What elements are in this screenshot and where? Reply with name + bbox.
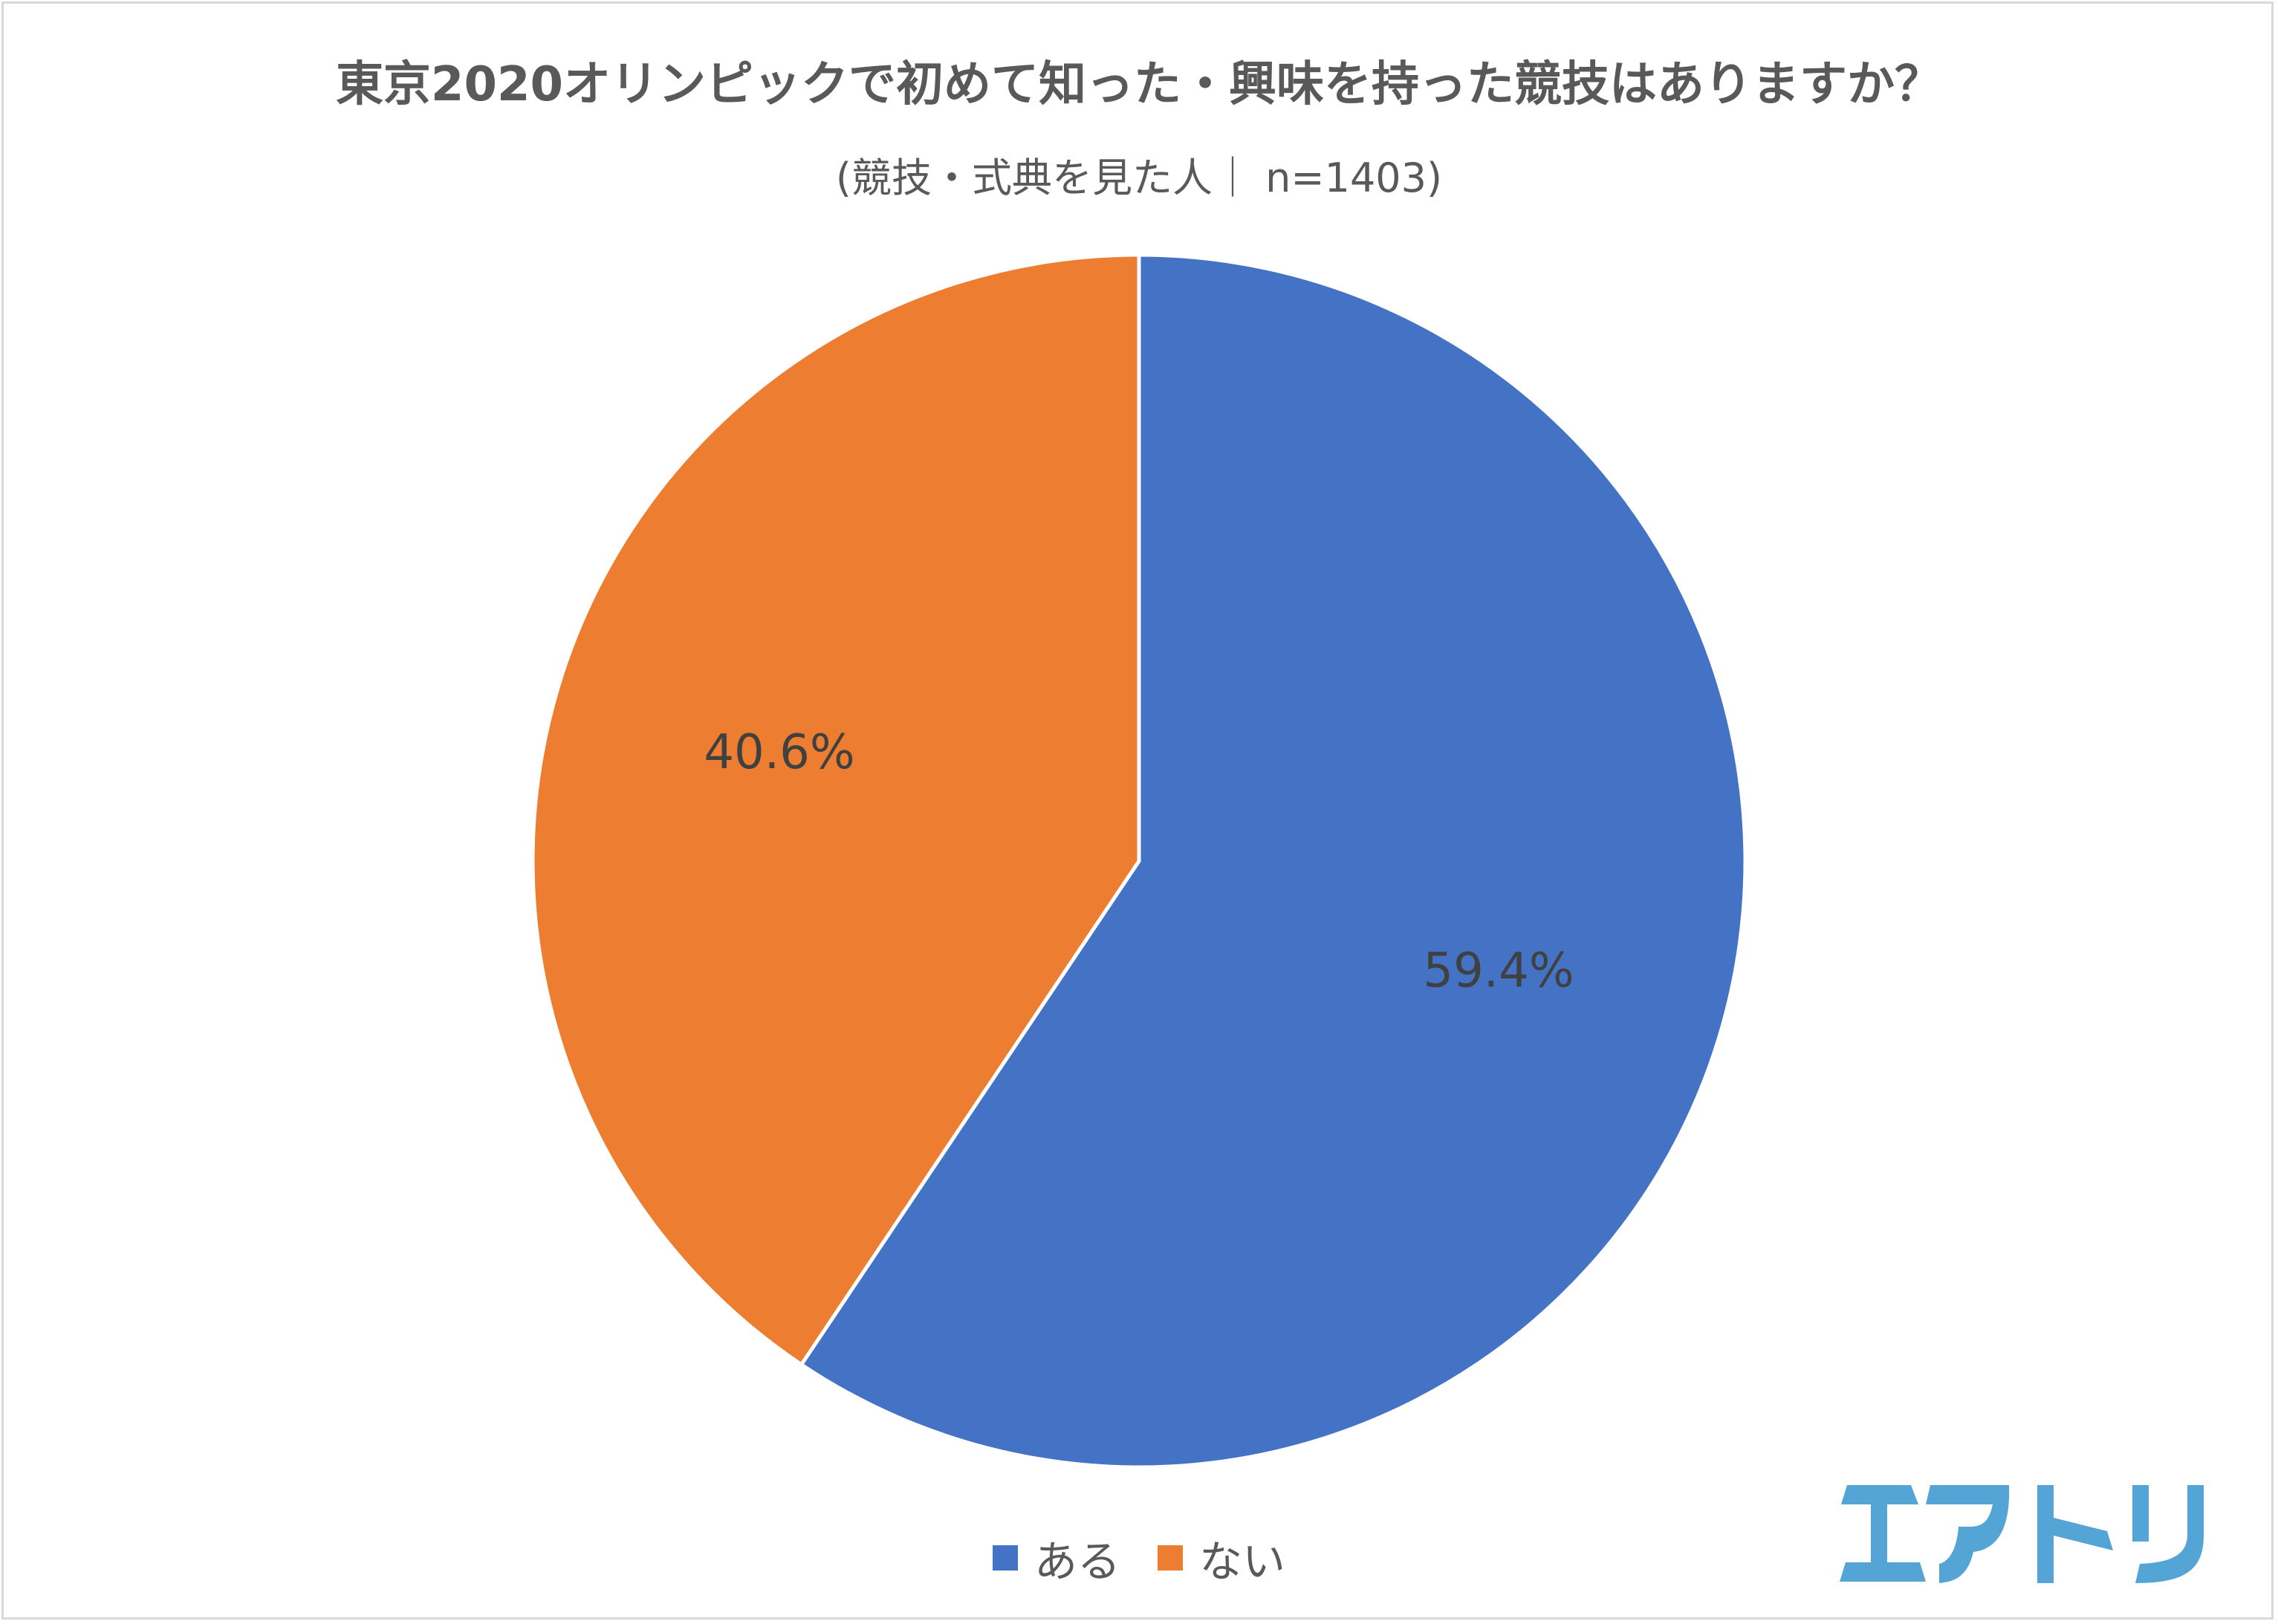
chart-title: 東京2020オリンピックで初めて知った・興味を持った競技はありますか？ [335, 57, 1943, 112]
airtrip-logo [1840, 1485, 2204, 1583]
pie-slice-nai [530, 253, 1141, 1367]
legend-item-nai: ない [1158, 1527, 1285, 1589]
pie-slice-aru [799, 253, 1748, 1469]
legend-label-aru: ある [1033, 1536, 1120, 1587]
legend-swatch-aru [992, 1545, 1018, 1571]
legend: ある ない [0, 1527, 2278, 1589]
data-label-nai: 40.6% [704, 725, 854, 780]
data-label-aru: 59.4% [1423, 943, 1574, 998]
legend-swatch-nai [1158, 1545, 1183, 1571]
chart-subtitle: (競技・式典を見た人｜ n=1403) [835, 155, 1443, 201]
legend-item-aru: ある [992, 1527, 1120, 1589]
legend-label-nai: ない [1199, 1536, 1286, 1587]
